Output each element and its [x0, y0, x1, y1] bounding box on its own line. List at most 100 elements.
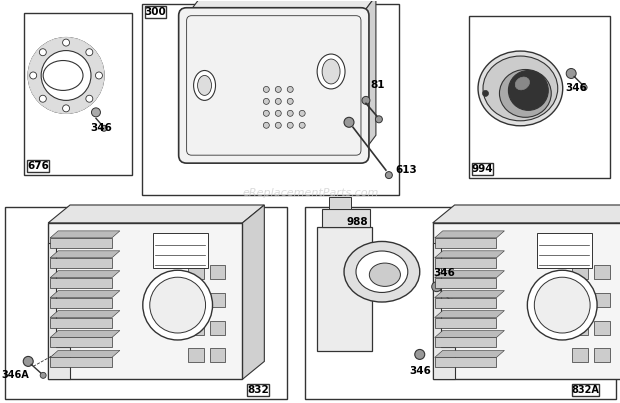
Circle shape — [275, 98, 281, 104]
Ellipse shape — [500, 69, 551, 117]
Bar — [305, 207, 616, 399]
Bar — [572, 265, 588, 279]
Circle shape — [86, 49, 93, 56]
Bar — [322, 209, 370, 227]
Circle shape — [264, 110, 269, 116]
Ellipse shape — [198, 75, 211, 96]
Ellipse shape — [478, 51, 563, 126]
Circle shape — [581, 85, 587, 90]
Polygon shape — [435, 251, 505, 258]
Ellipse shape — [515, 77, 529, 90]
Circle shape — [39, 95, 46, 102]
Polygon shape — [50, 291, 120, 298]
Text: eReplacementParts.com: eReplacementParts.com — [243, 188, 379, 198]
Circle shape — [30, 72, 37, 79]
Polygon shape — [50, 351, 120, 357]
Polygon shape — [435, 311, 505, 318]
Circle shape — [566, 69, 576, 79]
Bar — [433, 223, 620, 379]
Circle shape — [299, 110, 305, 116]
Circle shape — [482, 90, 489, 96]
Polygon shape — [435, 351, 505, 357]
FancyBboxPatch shape — [179, 8, 369, 163]
Circle shape — [386, 172, 392, 179]
Bar — [594, 349, 610, 362]
Circle shape — [275, 122, 281, 128]
Bar — [594, 320, 610, 334]
Circle shape — [287, 98, 293, 104]
Text: 346A: 346A — [1, 370, 29, 380]
Circle shape — [92, 108, 100, 117]
Circle shape — [415, 349, 425, 359]
Circle shape — [432, 282, 441, 292]
Circle shape — [39, 49, 46, 56]
Circle shape — [528, 270, 597, 340]
Bar — [6, 207, 287, 399]
Polygon shape — [433, 243, 454, 379]
Bar — [435, 278, 497, 288]
Circle shape — [448, 299, 455, 306]
Polygon shape — [50, 271, 120, 278]
Polygon shape — [50, 251, 120, 258]
Bar — [594, 265, 610, 279]
Circle shape — [63, 39, 69, 46]
Bar — [435, 318, 497, 328]
Polygon shape — [361, 0, 376, 155]
Bar — [572, 384, 599, 396]
Bar — [572, 320, 588, 334]
Text: 81: 81 — [371, 81, 385, 90]
Bar — [247, 384, 269, 396]
Ellipse shape — [483, 56, 558, 121]
Bar — [50, 298, 112, 307]
Bar — [538, 233, 592, 268]
Polygon shape — [433, 205, 620, 223]
Polygon shape — [50, 311, 120, 318]
Circle shape — [264, 86, 269, 92]
Circle shape — [287, 86, 293, 92]
Circle shape — [376, 116, 383, 123]
Bar — [435, 357, 497, 368]
Bar — [188, 265, 203, 279]
Polygon shape — [187, 0, 376, 16]
Text: 613: 613 — [395, 165, 417, 175]
Ellipse shape — [356, 251, 408, 293]
Circle shape — [23, 356, 33, 366]
Circle shape — [143, 270, 213, 340]
Bar — [329, 197, 351, 209]
Circle shape — [362, 96, 370, 104]
Bar — [594, 293, 610, 307]
Circle shape — [150, 277, 206, 333]
Polygon shape — [435, 330, 505, 337]
Bar — [27, 160, 48, 172]
Circle shape — [508, 71, 548, 110]
Polygon shape — [435, 271, 505, 278]
Text: 988: 988 — [346, 217, 368, 227]
Bar — [435, 298, 497, 307]
Text: 994: 994 — [471, 164, 493, 174]
Text: 346: 346 — [409, 366, 431, 376]
Circle shape — [41, 50, 91, 100]
Bar — [210, 293, 226, 307]
Circle shape — [86, 95, 93, 102]
Circle shape — [264, 98, 269, 104]
Ellipse shape — [322, 59, 340, 84]
Circle shape — [264, 122, 269, 128]
Bar — [50, 258, 112, 268]
Circle shape — [287, 110, 293, 116]
Bar — [48, 223, 242, 379]
Bar — [50, 318, 112, 328]
Polygon shape — [435, 231, 505, 238]
Polygon shape — [50, 231, 120, 238]
Bar — [210, 320, 226, 334]
Circle shape — [29, 37, 104, 113]
Bar — [153, 233, 208, 268]
Circle shape — [275, 110, 281, 116]
Circle shape — [299, 122, 305, 128]
Bar — [469, 16, 610, 178]
Polygon shape — [317, 227, 372, 351]
Bar — [50, 278, 112, 288]
Bar — [145, 6, 166, 18]
Circle shape — [534, 277, 590, 333]
Bar — [435, 258, 497, 268]
Text: 346: 346 — [565, 83, 587, 93]
